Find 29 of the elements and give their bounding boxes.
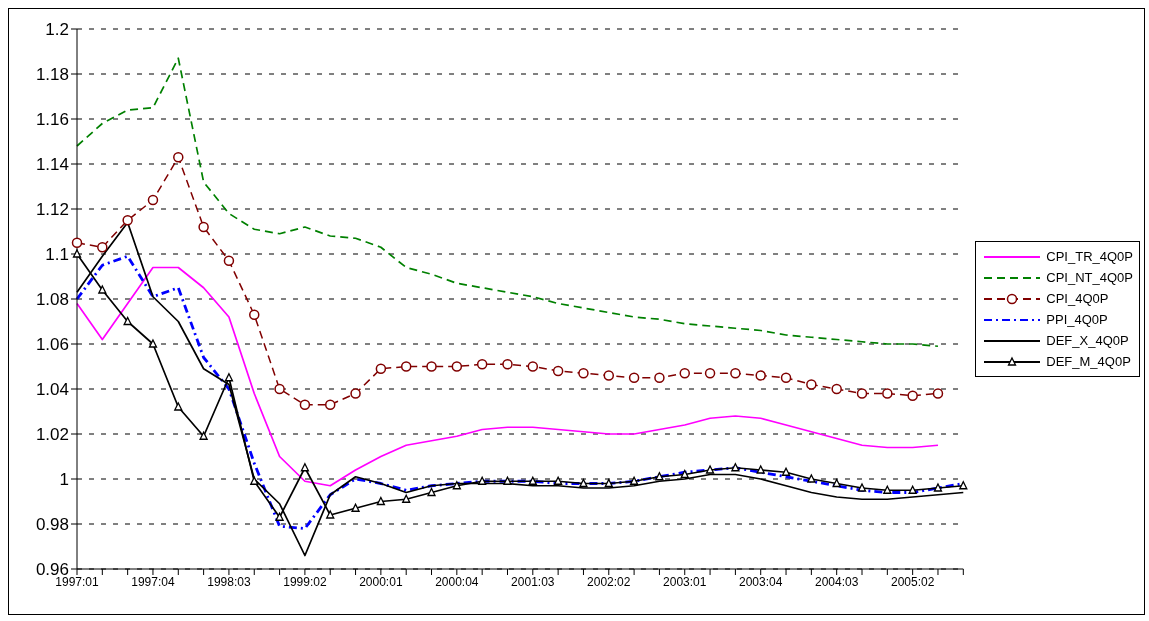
legend-label: CPI_NT_4Q0P [1046, 270, 1133, 285]
y-tick-label: 1.1 [45, 245, 69, 265]
x-tick-label: 2000:01 [359, 574, 403, 589]
x-tick-label: 2001:03 [511, 574, 555, 589]
x-tick-label: 2005:02 [890, 574, 935, 589]
x-tick-label: 1998:03 [207, 574, 251, 589]
y-tick-label: 1.18 [35, 65, 69, 85]
y-tick-label: 1.04 [35, 380, 69, 400]
legend-label: DEF_X_4Q0P [1046, 333, 1129, 348]
x-tick-label: 2003:04 [739, 574, 783, 589]
x-tick-label: 2003:01 [663, 574, 707, 589]
y-tick-label: 1.2 [45, 20, 69, 40]
x-tick-label: 2000:04 [435, 574, 479, 589]
x-tick-label: 2004:03 [814, 574, 859, 589]
legend-label: DEF_M_4Q0P [1046, 354, 1131, 369]
x-tick-label: 2002:02 [587, 574, 631, 589]
legend-label: PPI_4Q0P [1046, 312, 1108, 327]
y-tick-label: 1.02 [35, 425, 69, 445]
y-tick-label: 1.12 [35, 200, 69, 220]
y-tick-label: 0.98 [35, 515, 69, 535]
x-tick-label: 1997:04 [131, 574, 175, 589]
y-tick-label: 1.16 [35, 110, 69, 130]
x-tick-label: 1999:02 [283, 574, 327, 589]
y-tick-label: 1.14 [35, 155, 69, 175]
legend-label: CPI_TR_4Q0P [1046, 249, 1133, 264]
legend-label: CPI_4Q0P [1046, 291, 1109, 306]
y-tick-label: 1 [59, 470, 69, 490]
y-tick-label: 1.06 [35, 335, 69, 355]
y-tick-label: 1.08 [35, 290, 69, 310]
